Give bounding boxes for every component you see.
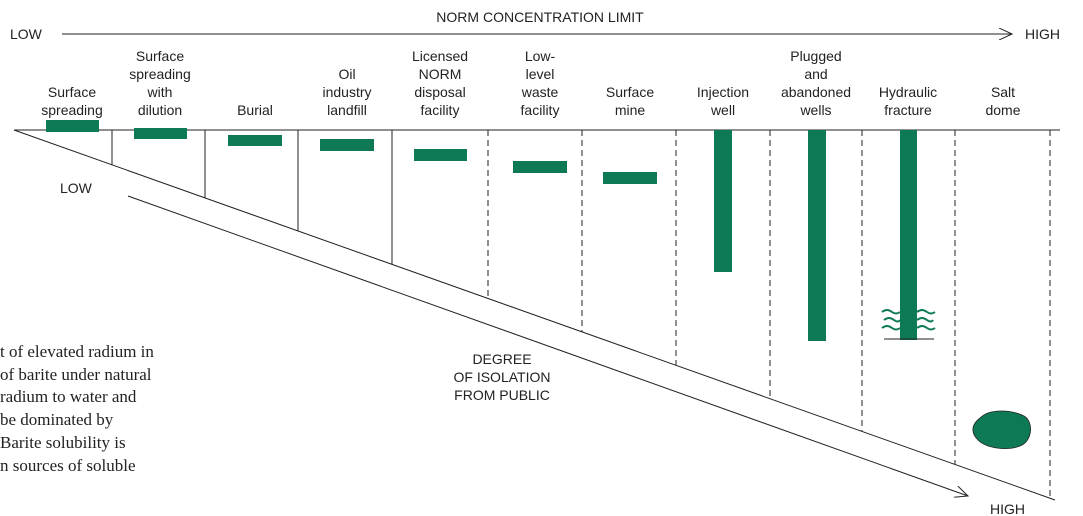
- paragraph-line: Barite solubility is: [0, 433, 126, 452]
- bars: [46, 120, 1031, 450]
- column-label: wells: [799, 102, 831, 118]
- column-label: landfill: [327, 102, 367, 118]
- isolation-title: DEGREE: [472, 351, 531, 367]
- column-label: NORM: [419, 66, 462, 82]
- paragraph-line: radium to water and: [0, 387, 137, 406]
- high-label: HIGH: [990, 501, 1025, 516]
- bar: [603, 172, 657, 184]
- column-label: dome: [985, 102, 1020, 118]
- low-label: LOW: [60, 180, 93, 196]
- column-label: disposal: [414, 84, 465, 100]
- column-label: facility: [421, 102, 460, 118]
- fracture-waves: [881, 309, 936, 331]
- paragraph-line: n sources of soluble: [0, 456, 136, 475]
- column-label: with: [147, 84, 173, 100]
- column-label: and: [804, 66, 827, 82]
- column-label: industry: [322, 84, 371, 100]
- column-label: Licensed: [412, 48, 468, 64]
- column-label: spreading: [129, 66, 191, 82]
- column-label: Salt: [991, 84, 1015, 100]
- column-label: Surface: [48, 84, 96, 100]
- column-label: facility: [521, 102, 560, 118]
- diagonal: [13, 129, 1056, 501]
- column-label: Oil: [338, 66, 355, 82]
- bar: [134, 128, 187, 139]
- column-label: spreading: [41, 102, 103, 118]
- bar: [513, 161, 567, 173]
- low-label: LOW: [10, 26, 43, 42]
- column-label: Surface: [136, 48, 184, 64]
- column-label: dilution: [138, 102, 182, 118]
- isolation-title: OF ISOLATION: [454, 369, 551, 385]
- isolation-arrow: [127, 195, 968, 496]
- column-label: Low-: [525, 48, 556, 64]
- bar: [414, 149, 467, 161]
- isolation-title: FROM PUBLIC: [454, 387, 550, 403]
- column-label: abandoned: [781, 84, 851, 100]
- dividers: [111, 130, 1051, 499]
- column-label: Burial: [237, 102, 273, 118]
- column-label: Hydraulic: [879, 84, 937, 100]
- axis-title: NORM CONCENTRATION LIMIT: [436, 9, 644, 25]
- column-label: Injection: [697, 84, 749, 100]
- salt-dome: [972, 410, 1031, 450]
- column-label: Plugged: [790, 48, 841, 64]
- bar: [320, 139, 374, 151]
- paragraph-line: t of elevated radium in: [0, 342, 154, 361]
- bar: [808, 130, 826, 341]
- column-label: Surface: [606, 84, 654, 100]
- bar: [714, 130, 732, 272]
- high-label: HIGH: [1025, 26, 1060, 42]
- column-label: mine: [615, 102, 646, 118]
- column-label: fracture: [884, 102, 932, 118]
- paragraph-line: be dominated by: [0, 410, 114, 429]
- bar: [900, 130, 917, 340]
- column-label: waste: [521, 84, 559, 100]
- paragraph-line: of barite under natural: [0, 365, 152, 384]
- column-label: level: [526, 66, 555, 82]
- bar: [46, 120, 99, 132]
- bar: [228, 135, 282, 146]
- column-label: well: [710, 102, 735, 118]
